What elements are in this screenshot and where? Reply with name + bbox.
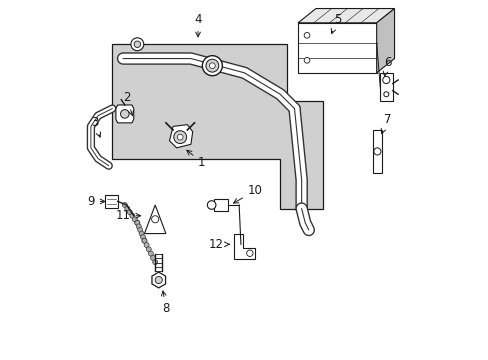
Polygon shape: [298, 9, 394, 23]
Polygon shape: [105, 195, 118, 208]
Circle shape: [142, 238, 147, 243]
Polygon shape: [116, 105, 134, 123]
Circle shape: [139, 231, 144, 236]
Text: 1: 1: [186, 150, 205, 168]
Circle shape: [131, 38, 143, 51]
Polygon shape: [144, 205, 165, 234]
Polygon shape: [298, 23, 376, 73]
Text: 4: 4: [194, 13, 202, 37]
Circle shape: [135, 220, 140, 225]
Circle shape: [209, 63, 215, 68]
Circle shape: [150, 255, 155, 260]
Circle shape: [142, 238, 147, 243]
Polygon shape: [169, 125, 192, 148]
Text: 8: 8: [161, 291, 169, 315]
Circle shape: [140, 235, 145, 240]
Circle shape: [121, 110, 129, 118]
Circle shape: [304, 58, 309, 63]
Circle shape: [207, 201, 216, 209]
Circle shape: [144, 243, 149, 248]
Circle shape: [127, 210, 132, 215]
Circle shape: [177, 134, 183, 140]
Circle shape: [205, 59, 218, 72]
Circle shape: [132, 217, 137, 222]
Text: 7: 7: [381, 113, 390, 134]
Polygon shape: [214, 199, 228, 211]
Circle shape: [148, 251, 153, 256]
Circle shape: [122, 203, 127, 207]
Polygon shape: [152, 272, 165, 288]
Circle shape: [146, 247, 151, 252]
Text: 12: 12: [208, 238, 229, 251]
Circle shape: [138, 228, 142, 233]
Circle shape: [173, 131, 186, 144]
Circle shape: [136, 224, 141, 229]
Text: 3: 3: [91, 116, 101, 137]
Circle shape: [124, 206, 130, 211]
Text: 11: 11: [115, 209, 141, 222]
Polygon shape: [380, 73, 392, 102]
Circle shape: [155, 276, 162, 284]
Circle shape: [135, 220, 140, 225]
Circle shape: [134, 41, 140, 48]
Text: 6: 6: [383, 55, 390, 76]
Polygon shape: [112, 44, 323, 208]
Polygon shape: [376, 9, 394, 73]
Polygon shape: [233, 234, 255, 258]
Circle shape: [130, 213, 135, 218]
Circle shape: [304, 32, 309, 38]
Text: 2: 2: [122, 91, 133, 116]
Text: 5: 5: [330, 13, 340, 33]
Text: 9: 9: [87, 195, 104, 208]
Polygon shape: [372, 130, 381, 173]
Text: 10: 10: [233, 184, 262, 203]
Circle shape: [202, 56, 222, 76]
Circle shape: [152, 260, 157, 265]
